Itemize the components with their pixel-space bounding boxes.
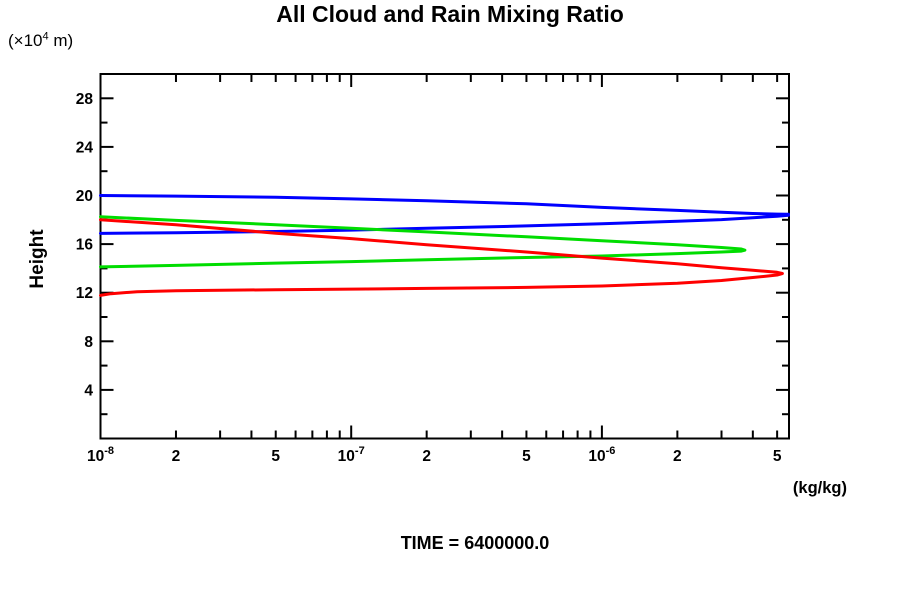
y-tick-label: 20 [76,188,93,205]
chart-title: All Cloud and Rain Mixing Ratio [276,1,624,27]
y-axis-unit-post: m) [48,31,74,50]
y-tick-label: 8 [84,334,93,351]
plot-area: 4 8 12 16 20 24 28 10-8 2 5 10-7 2 5 10-6 2 5 (kg/kg) [76,73,847,497]
x-tick-label: 10-6 [588,445,615,465]
y-tick-label: 28 [76,91,94,108]
x-tick-label: 2 [673,448,682,465]
x-tick-label: 5 [522,448,531,465]
y-tick-label: 12 [76,285,93,302]
y-axis-unit-exponent: 4 [42,30,49,43]
y-axis-unit-pre: (×10 [8,31,43,50]
blue-profile-curve [99,194,790,235]
y-tick-label: 4 [84,382,93,399]
y-axis-unit-label: (×104 m) [8,31,73,51]
plot-frame [99,73,790,440]
x-tick-label: 5 [271,448,280,465]
x-tick-label: 2 [172,448,181,465]
red-profile-curve [99,218,784,297]
x-tick-label: 5 [773,448,782,465]
x-tick-label: 10-8 [87,445,114,465]
x-tick-label: 2 [422,448,431,465]
y-tick-label: 24 [76,139,94,156]
x-axis-unit-label: (kg/kg) [793,479,847,497]
y-tick-label: 16 [76,237,94,254]
x-tick-label: 10-7 [338,445,365,465]
green-profile-curve [99,215,747,269]
time-annotation: TIME = 6400000.0 [400,533,550,553]
